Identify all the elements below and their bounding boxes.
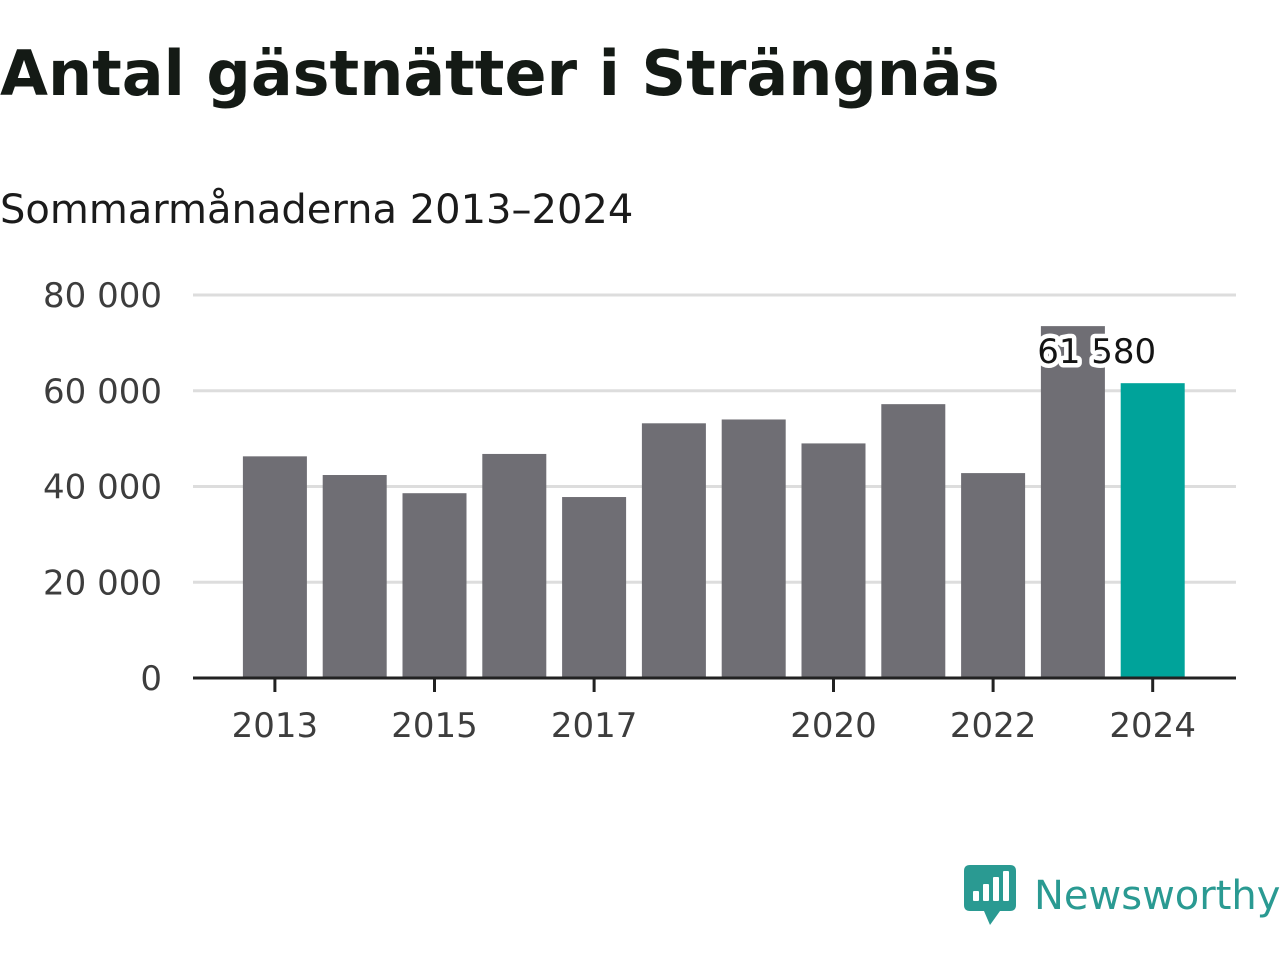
brand-name: Newsworthy — [1034, 873, 1280, 919]
x-tick-label: 2015 — [391, 706, 478, 746]
y-tick-label: 60 000 — [43, 372, 162, 412]
value-label-halo: 61 580 — [1037, 332, 1156, 372]
bar — [482, 453, 547, 678]
x-tick-label: 2022 — [950, 706, 1037, 746]
y-tick-label: 40 000 — [43, 468, 162, 508]
bar — [1040, 326, 1105, 678]
bar — [562, 497, 627, 678]
y-tick-label: 80 000 — [43, 276, 162, 316]
x-tick-label: 2020 — [790, 706, 877, 746]
bar — [242, 456, 307, 678]
x-axis — [193, 676, 1236, 692]
y-tick-label: 0 — [140, 659, 162, 699]
chart-subtitle: Sommarmånaderna 2013–2024 — [0, 187, 634, 233]
bar — [721, 419, 786, 678]
x-tick-label: 2017 — [551, 706, 638, 746]
bar — [881, 404, 946, 678]
x-axis-labels: 2013 2015 2017 2020 2022 2024 — [232, 706, 1196, 746]
newsworthy-logo-icon — [964, 865, 1016, 925]
x-tick-label: 2013 — [232, 706, 319, 746]
brand-logo: Newsworthy — [964, 864, 1280, 928]
bar — [961, 473, 1026, 678]
y-tick-label: 20 000 — [43, 563, 162, 603]
bar — [801, 443, 866, 678]
bar — [402, 493, 467, 678]
x-tick-label: 2024 — [1109, 706, 1196, 746]
value-label: 61 580 — [1037, 332, 1156, 372]
bars — [242, 326, 1185, 678]
bar — [322, 475, 387, 678]
chart-title: Antal gästnätter i Strängnäs — [0, 37, 1000, 110]
bar — [641, 423, 706, 678]
bar-highlight — [1120, 383, 1185, 678]
y-axis-labels: 0 20 000 40 000 60 000 80 000 — [43, 276, 162, 699]
